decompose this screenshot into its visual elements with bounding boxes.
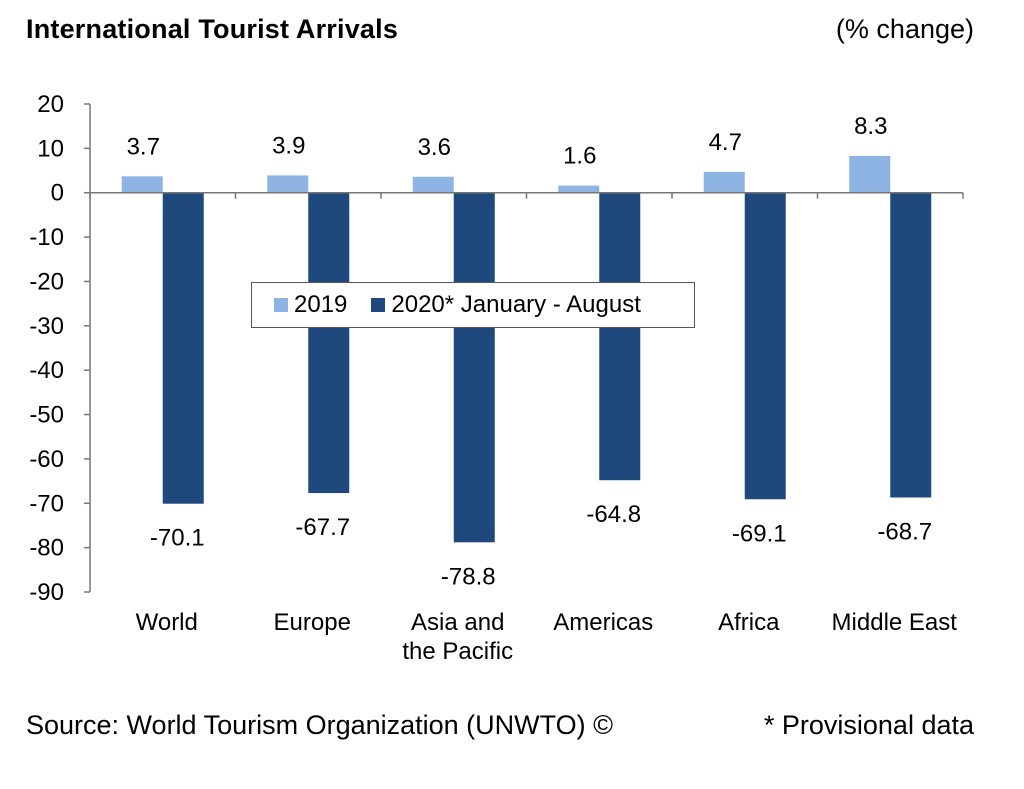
data-label: -64.8 [586, 501, 641, 528]
y-tick-label: -80 [29, 535, 64, 562]
legend-label-2020: 2020* January - August [391, 291, 641, 318]
x-category-label: the Pacific [402, 638, 513, 665]
x-category-label: Asia and [411, 609, 504, 636]
bar-2019-2 [412, 176, 454, 193]
data-label: 8.3 [854, 113, 887, 140]
y-tick-label: 10 [37, 135, 64, 162]
bar-2020-5 [890, 192, 932, 498]
data-label: 3.9 [272, 132, 305, 159]
y-tick-label: 20 [37, 91, 64, 118]
bar-2020-4 [744, 192, 786, 500]
x-category-label: Europe [274, 609, 351, 636]
y-tick-label: -40 [29, 357, 64, 384]
bar-2019-3 [558, 185, 600, 193]
x-category-label: World [136, 609, 198, 636]
data-label: -70.1 [150, 525, 205, 552]
bar-2019-5 [849, 155, 891, 193]
x-category-label: Africa [718, 609, 780, 636]
data-label: 4.7 [709, 129, 742, 156]
y-tick-label: -90 [29, 579, 64, 606]
bar-2020-1 [308, 192, 350, 494]
data-label: -69.1 [732, 520, 787, 547]
x-category-label: Middle East [832, 609, 958, 636]
y-tick-label: -60 [29, 446, 64, 473]
y-tick-label: -10 [29, 224, 64, 251]
legend-swatch-2019 [274, 298, 288, 312]
y-tick-label: -20 [29, 268, 64, 295]
chart-legend: 2019 2020* January - August [251, 282, 695, 328]
chart-title: International Tourist Arrivals [26, 14, 399, 44]
source-note: Source: World Tourism Organization (UNWT… [26, 710, 614, 740]
data-label: 1.6 [563, 143, 596, 170]
provisional-note: * Provisional data [763, 710, 974, 740]
y-tick-label: 0 [51, 180, 64, 207]
bar-2020-2 [453, 192, 495, 543]
x-category-label: Americas [553, 609, 653, 636]
data-label: -78.8 [441, 563, 496, 590]
bar-2020-0 [162, 192, 204, 504]
legend-item-2020: 2020* January - August [371, 291, 641, 319]
legend-item-2019: 2019 [274, 291, 347, 319]
data-label: 3.6 [418, 134, 451, 161]
data-label: -67.7 [295, 514, 350, 541]
y-tick-label: -30 [29, 313, 64, 340]
legend-label-2019: 2019 [294, 291, 348, 318]
data-label: 3.7 [127, 133, 160, 160]
bar-2019-4 [703, 171, 745, 193]
data-label: -68.7 [877, 519, 932, 546]
bar-2020-3 [599, 192, 641, 481]
bar-2019-0 [121, 176, 163, 193]
y-tick-label: -50 [29, 402, 64, 429]
bar-2019-1 [267, 175, 309, 193]
legend-swatch-2020 [371, 298, 386, 312]
chart-unit-label: (% change) [835, 14, 974, 44]
y-tick-label: -70 [29, 490, 64, 517]
